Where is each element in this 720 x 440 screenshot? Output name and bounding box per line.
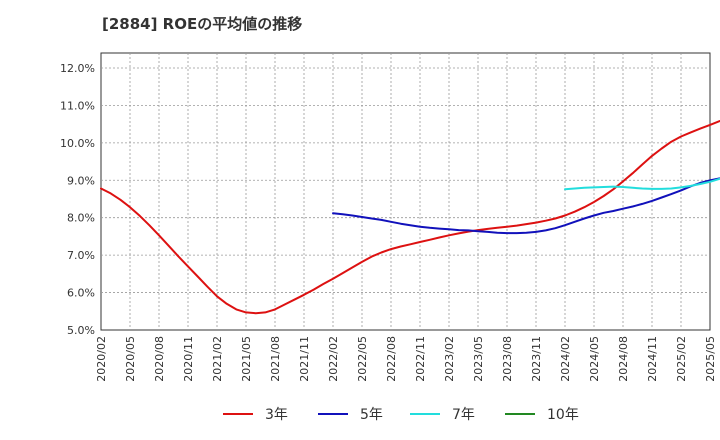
- x-tick-label: 2024/08: [617, 336, 630, 382]
- x-tick-label: 2021/11: [298, 336, 311, 382]
- y-tick-label: 9.0%: [67, 174, 95, 187]
- series-line-5年: [332, 177, 720, 235]
- x-tick-label: 2021/08: [269, 336, 282, 382]
- x-tick-label: 2023/08: [501, 336, 514, 382]
- legend-label: 3年: [265, 407, 288, 423]
- x-tick-label: 2023/02: [443, 336, 456, 382]
- x-tick-label: 2022/11: [414, 336, 427, 382]
- plot-area: [100, 52, 711, 331]
- x-tick-label: 2024/11: [646, 336, 659, 382]
- x-tick-label: 2025/05: [704, 336, 717, 382]
- legend-label: 5年: [360, 407, 383, 423]
- series-line-3年: [100, 119, 720, 315]
- y-tick-label: 10.0%: [60, 137, 95, 150]
- chart-title: [2884] ROEの平均値の推移: [102, 15, 303, 33]
- x-tick-label: 2020/08: [153, 336, 166, 382]
- x-tick-label: 2023/05: [472, 336, 485, 382]
- x-tick-label: 2022/02: [327, 336, 340, 382]
- series-line-7年: [564, 177, 720, 191]
- x-tick-label: 2022/05: [356, 336, 369, 382]
- x-tick-label: 2021/05: [240, 336, 253, 382]
- y-tick-label: 12.0%: [60, 62, 95, 75]
- x-tick-label: 2020/11: [182, 336, 195, 382]
- x-tick-label: 2024/05: [588, 336, 601, 382]
- legend-label: 10年: [547, 407, 579, 423]
- y-tick-label: 6.0%: [67, 287, 95, 300]
- legend-label: 7年: [452, 407, 475, 423]
- x-tick-label: 2020/05: [124, 336, 137, 382]
- x-tick-label: 2022/08: [385, 336, 398, 382]
- y-tick-label: 8.0%: [67, 212, 95, 225]
- y-tick-label: 7.0%: [67, 249, 95, 262]
- x-tick-label: 2020/02: [95, 336, 108, 382]
- x-tick-label: 2023/11: [530, 336, 543, 382]
- y-tick-label: 11.0%: [60, 99, 95, 112]
- x-tick-label: 2025/02: [675, 336, 688, 382]
- x-tick-label: 2021/02: [211, 336, 224, 382]
- x-tick-label: 2024/02: [559, 336, 572, 382]
- y-tick-label: 5.0%: [67, 324, 95, 337]
